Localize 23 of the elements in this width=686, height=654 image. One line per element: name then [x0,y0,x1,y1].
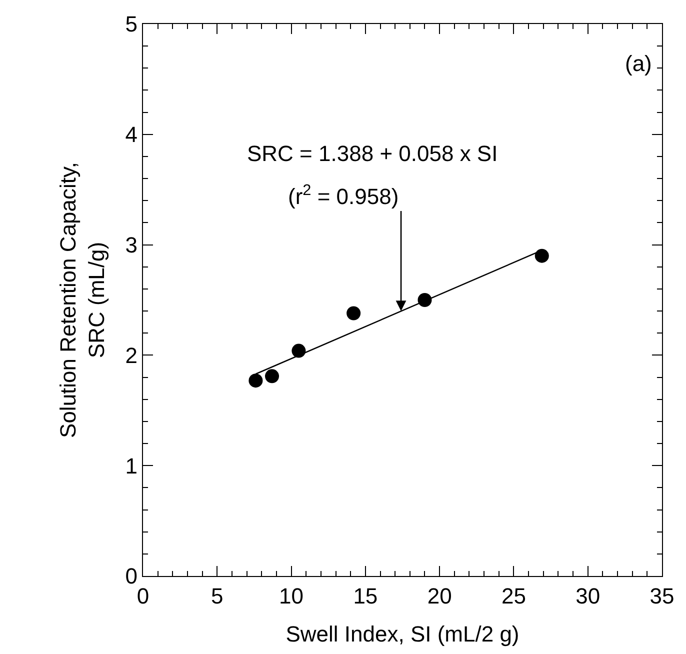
y-tick-label: 4 [125,122,138,148]
y-axis-title: Solution Retention Capacity, SRC (mL/g) [55,162,109,438]
x-tick-label: 5 [211,584,224,609]
point [265,369,280,384]
x-tick-label: 20 [427,584,452,609]
x-axis-title: Swell Index, SI (mL/2 g) [286,621,520,646]
x-tick-label: 10 [279,584,304,609]
y-tick-label: 2 [125,342,138,368]
y-tick-label: 1 [125,453,138,478]
point [534,248,549,263]
annotation: SRC = 1.388 + 0.058 x SI [247,141,498,166]
point [292,344,306,358]
x-tick-label: 30 [576,584,600,609]
annotation: (a) [625,51,652,76]
y-tick-label: 3 [125,232,138,258]
x-tick-label: 15 [353,584,378,609]
y-tick-label: 0 [125,564,138,589]
x-tick-label: 35 [650,584,674,609]
point [248,374,263,388]
point [346,306,361,320]
y-tick-label: 5 [125,12,138,37]
annotation: (r$^{2}$ = 0.958) [288,182,399,210]
x-tick-label: 25 [501,584,526,609]
